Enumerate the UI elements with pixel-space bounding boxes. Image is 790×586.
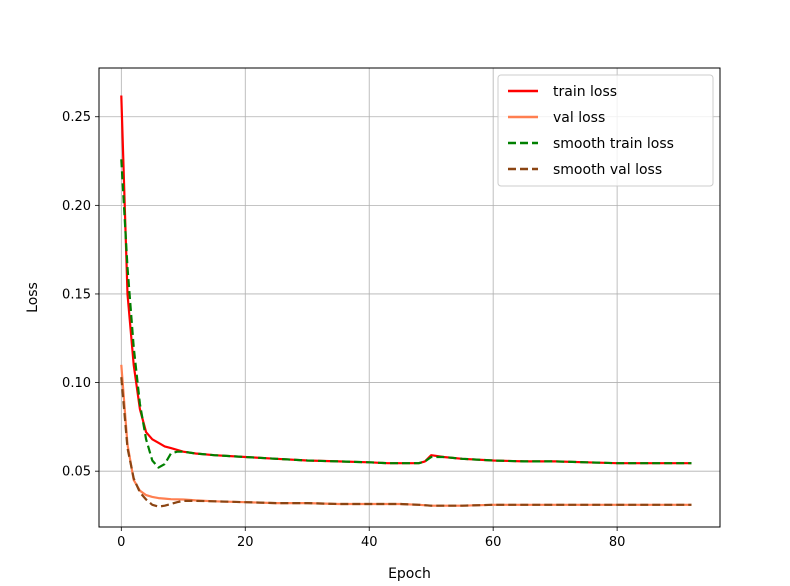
y-tick-label: 0.25	[62, 110, 91, 125]
y-tick-label: 0.05	[62, 465, 91, 480]
series-line-smooth-val-loss	[120, 377, 692, 508]
legend-label-smooth-val-loss: smooth val loss	[553, 162, 662, 178]
axes-frame	[98, 67, 721, 528]
y-tick-label: 0.20	[62, 199, 91, 214]
x-tick-label: 40	[361, 535, 378, 550]
x-tick-label: 20	[237, 535, 254, 550]
y-axis-label: Loss	[25, 282, 41, 313]
y-tick-label: 0.10	[62, 376, 91, 391]
legend-box	[497, 74, 714, 187]
legend-label-smooth-train-loss: smooth train loss	[553, 136, 674, 152]
legend: train loss val loss smooth train loss sm…	[497, 74, 714, 187]
y-tick-label: 0.15	[62, 287, 91, 302]
x-tick-label: 60	[485, 535, 502, 550]
legend-label-train-loss: train loss	[553, 84, 617, 100]
x-axis-label: Epoch	[388, 566, 431, 582]
series-lines	[120, 95, 692, 508]
ticks: 0 20 40 60 80 0.05 0.10 0.15 0.20 0.25	[62, 110, 625, 550]
series-line-val-loss	[120, 364, 692, 507]
legend-label-val-loss: val loss	[553, 110, 605, 126]
x-tick-label: 0	[117, 535, 125, 550]
series-line-smooth-train-loss	[120, 159, 692, 469]
x-tick-label: 80	[609, 535, 626, 550]
